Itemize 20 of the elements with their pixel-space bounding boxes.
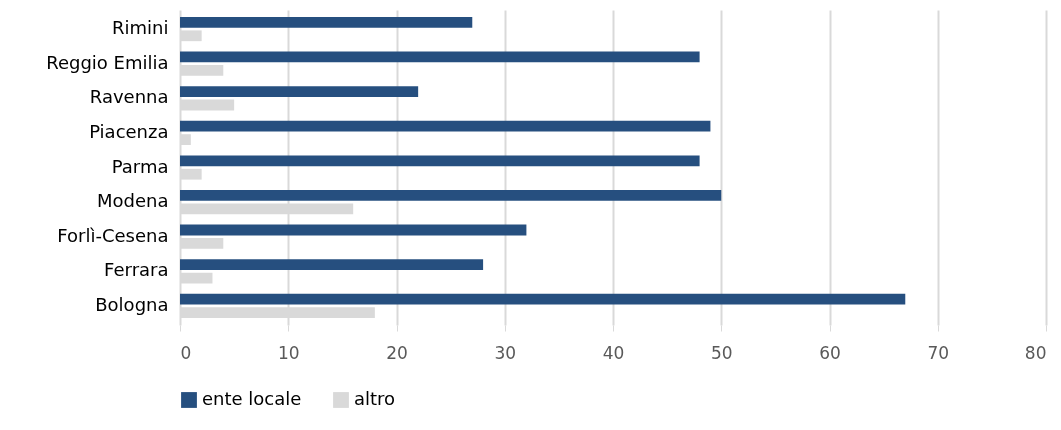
x-tick-label: 60 — [819, 342, 841, 363]
y-tick-label: Parma — [111, 155, 169, 177]
x-tick-label: 0 — [180, 342, 192, 363]
y-tick-label: Modena — [97, 190, 169, 212]
x-tick-label: 20 — [386, 342, 408, 363]
legend-label: altro — [354, 388, 396, 409]
y-tick-label: Rimini — [112, 17, 169, 39]
y-tick-label: Ravenna — [89, 86, 169, 108]
legend-label: ente locale — [202, 388, 302, 409]
x-tick-label: 70 — [927, 342, 950, 363]
x-tick-label: 10 — [277, 342, 300, 363]
x-tick-label: 30 — [494, 342, 517, 363]
y-tick-label: Forlì-Cesena — [57, 224, 169, 246]
y-tick-label: Piacenza — [89, 120, 169, 142]
y-tick-label: Bologna — [95, 293, 169, 315]
y-tick-label: Ferrara — [104, 259, 169, 281]
x-tick-label: 80 — [1024, 342, 1047, 363]
x-tick-label: 50 — [710, 342, 733, 363]
y-tick-label: Reggio Emilia — [46, 51, 169, 73]
x-tick-label: 40 — [602, 342, 625, 363]
